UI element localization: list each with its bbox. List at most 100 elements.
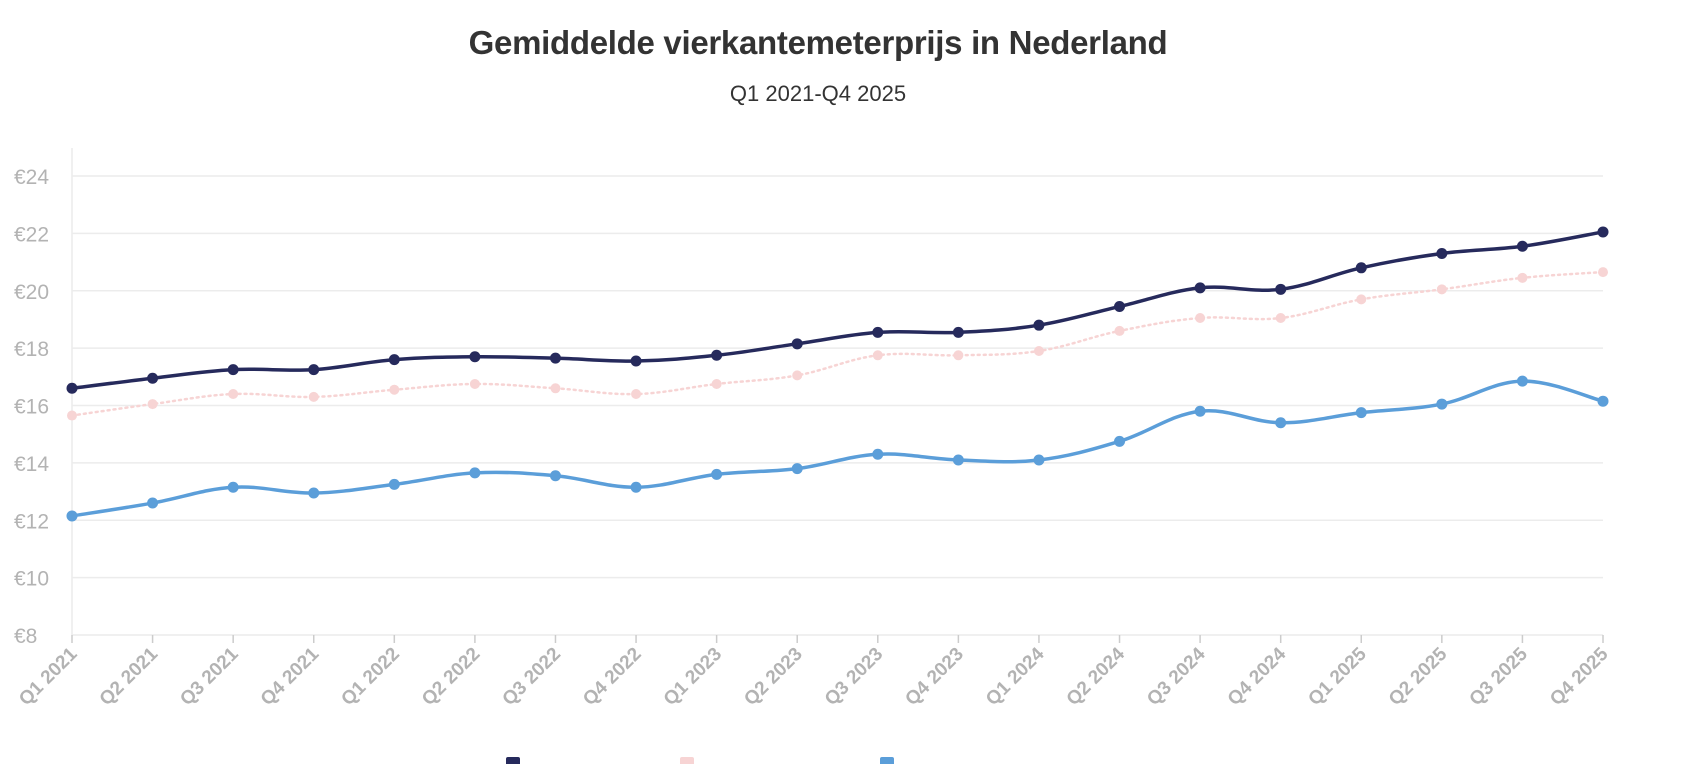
data-point xyxy=(1517,272,1528,283)
series-layer xyxy=(66,226,1609,522)
data-point xyxy=(791,338,803,350)
data-point xyxy=(1033,319,1045,331)
data-point xyxy=(631,389,642,400)
data-point xyxy=(1033,345,1044,356)
chart-subtitle: Q1 2021-Q4 2025 xyxy=(729,81,907,106)
data-point xyxy=(1355,407,1367,419)
data-point xyxy=(952,454,964,466)
x-tick-label: Q1 2022 xyxy=(337,644,403,710)
data-point xyxy=(67,410,77,421)
data-point xyxy=(147,399,158,410)
data-point xyxy=(1436,398,1448,410)
x-tick-label: Q3 2021 xyxy=(176,643,243,710)
data-point xyxy=(469,378,480,389)
chart-title: Gemiddelde vierkantemeterprijs in Nederl… xyxy=(468,24,1168,61)
data-point xyxy=(227,364,239,376)
data-point xyxy=(1275,417,1287,429)
data-point xyxy=(228,389,239,400)
data-point xyxy=(1356,294,1367,305)
y-tick-label: €22 xyxy=(14,223,49,246)
data-point xyxy=(1516,375,1528,387)
x-tick-label: Q1 2023 xyxy=(660,644,726,710)
data-point xyxy=(630,481,642,493)
data-point xyxy=(308,364,320,376)
data-point xyxy=(791,463,803,475)
data-point xyxy=(872,350,883,361)
data-point xyxy=(1516,240,1528,252)
x-tick-label: Q3 2025 xyxy=(1466,643,1533,710)
data-point xyxy=(147,372,159,384)
data-point xyxy=(147,497,159,509)
data-point xyxy=(549,352,561,364)
x-tick-label: Q2 2023 xyxy=(740,644,806,710)
data-point xyxy=(549,470,561,482)
legend-swatch[interactable] xyxy=(680,757,694,764)
data-point xyxy=(1194,405,1206,417)
y-tick-label: €16 xyxy=(14,396,49,419)
data-point xyxy=(1033,454,1045,466)
data-point xyxy=(1597,395,1609,407)
legend xyxy=(506,757,894,764)
x-tick-label: Q4 2021 xyxy=(257,643,324,710)
data-point xyxy=(66,510,78,522)
x-tick-label: Q2 2025 xyxy=(1385,643,1452,710)
series-pink xyxy=(67,267,1608,421)
data-point xyxy=(1275,313,1286,324)
x-tick-label: Q1 2024 xyxy=(982,643,1049,710)
data-point xyxy=(388,354,400,366)
data-point xyxy=(308,391,319,402)
data-point xyxy=(388,478,400,490)
y-tick-label: €8 xyxy=(14,625,37,648)
data-point xyxy=(1275,283,1287,295)
series-blue xyxy=(66,375,1609,522)
axis-layer: €8 €10 €12 €14 €16 €18 €20 €22 €24 Q1 2021 Q2 2021… xyxy=(14,148,1613,710)
data-point xyxy=(1114,325,1125,336)
x-tick-label: Q4 2024 xyxy=(1224,643,1291,710)
data-point xyxy=(1194,282,1206,294)
data-point xyxy=(1355,262,1367,274)
x-tick-label: Q4 2022 xyxy=(579,644,645,710)
data-point xyxy=(389,384,400,395)
data-point xyxy=(1598,267,1608,278)
y-tick-label: €24 xyxy=(14,166,49,189)
data-point xyxy=(1597,226,1609,238)
data-point xyxy=(1114,301,1126,313)
y-tick-label: €18 xyxy=(14,338,49,361)
data-point xyxy=(711,378,722,389)
x-tick-label: Q1 2021 xyxy=(15,643,82,710)
data-point xyxy=(227,481,239,493)
data-point xyxy=(1436,284,1447,295)
data-point xyxy=(792,370,803,381)
data-point xyxy=(872,326,884,338)
data-point xyxy=(953,350,964,361)
y-tick-label: €20 xyxy=(14,281,49,304)
x-tick-label: Q4 2023 xyxy=(902,644,968,710)
data-point xyxy=(550,383,561,394)
data-point xyxy=(630,355,642,367)
grid-layer xyxy=(72,175,1603,636)
legend-swatch[interactable] xyxy=(506,757,520,764)
data-point xyxy=(1195,313,1206,324)
legend-swatch[interactable] xyxy=(880,757,894,764)
data-point xyxy=(308,487,320,499)
data-point xyxy=(469,467,481,479)
x-tick-label: Q4 2025 xyxy=(1546,643,1613,710)
data-point xyxy=(711,349,723,361)
data-point xyxy=(711,468,723,480)
series-pink-line xyxy=(70,270,1605,417)
data-point xyxy=(952,326,964,338)
data-point xyxy=(1114,435,1126,447)
y-tick-label: €12 xyxy=(14,510,49,533)
y-tick-label: €10 xyxy=(14,568,49,591)
y-tick-label: €14 xyxy=(14,453,49,476)
x-tick-label: Q2 2022 xyxy=(418,644,484,710)
x-tick-label: Q3 2023 xyxy=(821,644,887,710)
series-navy xyxy=(66,226,1609,394)
data-point xyxy=(1436,247,1448,259)
x-tick-label: Q3 2024 xyxy=(1143,643,1210,710)
x-tick-label: Q1 2025 xyxy=(1304,643,1371,710)
data-point xyxy=(872,448,884,460)
data-point xyxy=(66,382,78,394)
